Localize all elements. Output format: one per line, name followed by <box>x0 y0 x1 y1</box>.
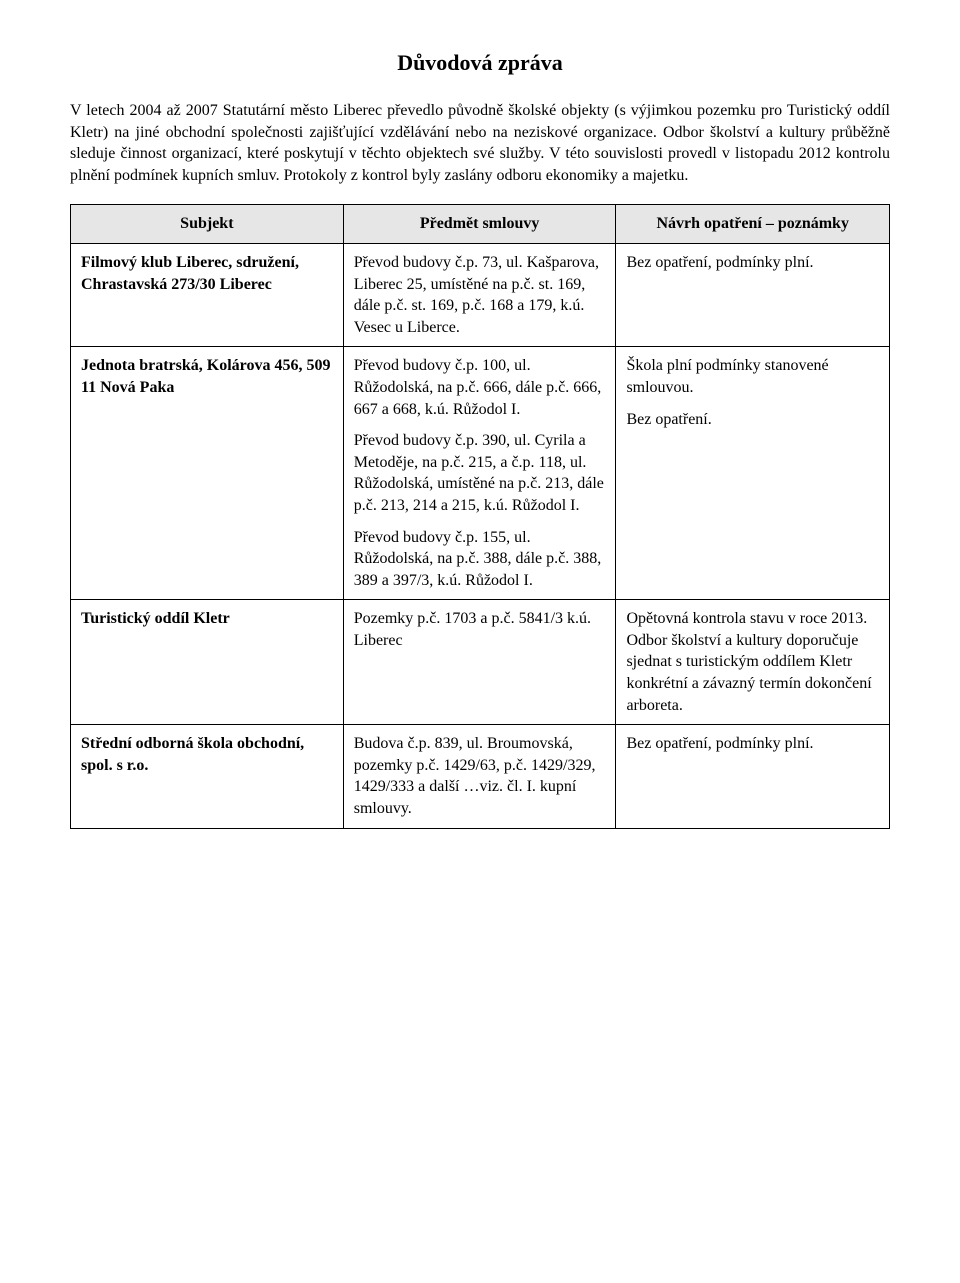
table-row: Jednota bratrská, Kolárova 456, 509 11 N… <box>71 347 890 600</box>
cell-subject: Jednota bratrská, Kolárova 456, 509 11 N… <box>71 347 344 600</box>
col-header-navrh: Návrh opatření – poznámky <box>616 205 890 244</box>
cell-navrh: Opětovná kontrola stavu v roce 2013. Odb… <box>616 600 890 725</box>
cell-predmet: Pozemky p.č. 1703 a p.č. 5841/3 k.ú. Lib… <box>343 600 616 725</box>
col-header-subject: Subjekt <box>71 205 344 244</box>
predmet-paragraph: Budova č.p. 839, ul. Broumovská, pozemky… <box>354 733 606 819</box>
navrh-paragraph: Bez opatření, podmínky plní. <box>626 252 879 274</box>
cell-navrh: Škola plní podmínky stanovené smlouvou. … <box>616 347 890 600</box>
table-header-row: Subjekt Předmět smlouvy Návrh opatření –… <box>71 205 890 244</box>
cell-predmet: Převod budovy č.p. 73, ul. Kašparova, Li… <box>343 243 616 346</box>
page-title: Důvodová zpráva <box>70 50 890 76</box>
table-row: Turistický oddíl Kletr Pozemky p.č. 1703… <box>71 600 890 725</box>
cell-navrh: Bez opatření, podmínky plní. <box>616 725 890 828</box>
main-table: Subjekt Předmět smlouvy Návrh opatření –… <box>70 204 890 828</box>
predmet-paragraph: Převod budovy č.p. 155, ul. Růžodolská, … <box>354 527 606 592</box>
cell-predmet: Převod budovy č.p. 100, ul. Růžodolská, … <box>343 347 616 600</box>
table-row: Střední odborná škola obchodní, spol. s … <box>71 725 890 828</box>
intro-paragraph: V letech 2004 až 2007 Statutární město L… <box>70 100 890 186</box>
navrh-paragraph: Bez opatření. <box>626 409 879 431</box>
page: Důvodová zpráva V letech 2004 až 2007 St… <box>0 0 960 1283</box>
table-row: Filmový klub Liberec, sdružení, Chrastav… <box>71 243 890 346</box>
predmet-paragraph: Pozemky p.č. 1703 a p.č. 5841/3 k.ú. Lib… <box>354 608 606 651</box>
cell-subject: Turistický oddíl Kletr <box>71 600 344 725</box>
col-header-predmet: Předmět smlouvy <box>343 205 616 244</box>
cell-navrh: Bez opatření, podmínky plní. <box>616 243 890 346</box>
navrh-paragraph: Škola plní podmínky stanovené smlouvou. <box>626 355 879 398</box>
navrh-paragraph: Opětovná kontrola stavu v roce 2013. Odb… <box>626 608 879 716</box>
cell-predmet: Budova č.p. 839, ul. Broumovská, pozemky… <box>343 725 616 828</box>
cell-subject: Filmový klub Liberec, sdružení, Chrastav… <box>71 243 344 346</box>
navrh-paragraph: Bez opatření, podmínky plní. <box>626 733 879 755</box>
cell-subject: Střední odborná škola obchodní, spol. s … <box>71 725 344 828</box>
predmet-paragraph: Převod budovy č.p. 100, ul. Růžodolská, … <box>354 355 606 420</box>
predmet-paragraph: Převod budovy č.p. 390, ul. Cyrila a Met… <box>354 430 606 516</box>
predmet-paragraph: Převod budovy č.p. 73, ul. Kašparova, Li… <box>354 252 606 338</box>
